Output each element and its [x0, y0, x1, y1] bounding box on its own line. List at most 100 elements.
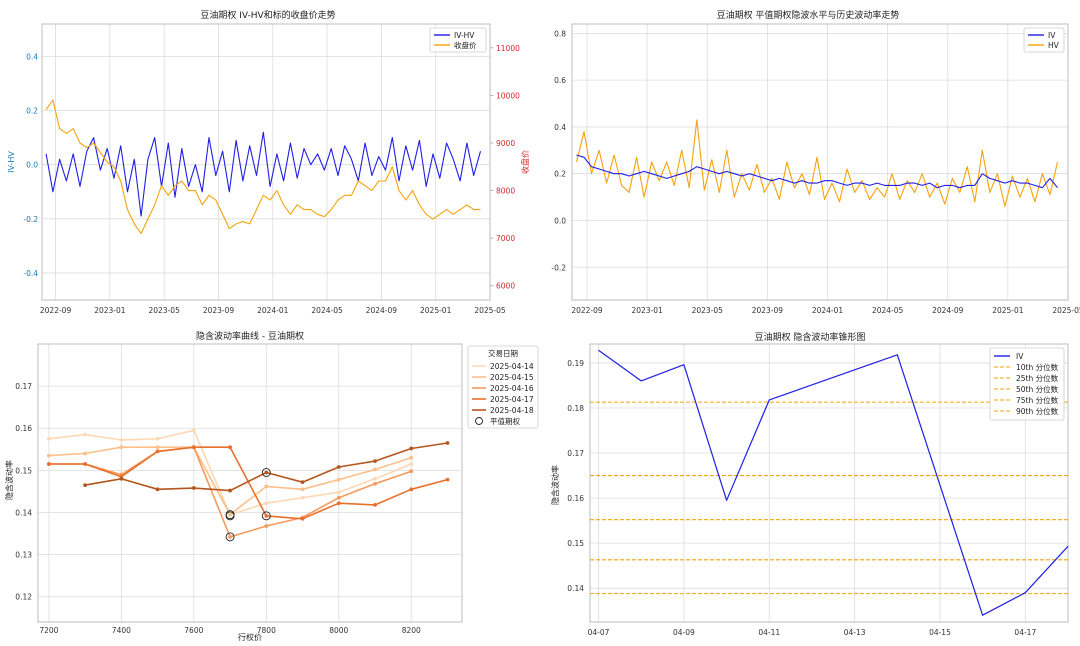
- chart4-legend: [989, 347, 1065, 421]
- chart-iv-hv: 豆油期权 平值期权隐波水平与历史波动率走势 2022-09 2023-01 2023…: [551, 9, 1080, 315]
- chart4-line-iv: [598, 349, 1069, 616]
- chart4-ytick: 0.15: [567, 539, 584, 548]
- chart3-ytick: 0.13: [15, 551, 32, 560]
- chart2-legend: [1023, 27, 1065, 53]
- chart4-legend-percentile: 50th 分位数: [1016, 384, 1059, 394]
- chart4-ytick: 0.19: [567, 359, 584, 368]
- chart4-ytick: 0.17: [567, 449, 584, 458]
- chart3-point: [46, 436, 51, 441]
- chart1-line-price: [45, 99, 481, 234]
- chart3-xtick: 7400: [112, 626, 131, 635]
- chart1-xtick: 2024-01: [257, 306, 289, 315]
- chart4-xtick: 04-11: [758, 628, 780, 637]
- chart3-point: [83, 462, 88, 466]
- chart1-ytick: 0.2: [26, 107, 38, 116]
- chart3-point: [155, 445, 160, 450]
- chart4-ytick: 0.16: [567, 494, 584, 503]
- chart3-point: [264, 524, 269, 528]
- chart3-point: [336, 501, 341, 506]
- chart3-atm-marker: [225, 532, 235, 542]
- chart3-point: [228, 512, 232, 517]
- chart3-point: [336, 465, 341, 469]
- chart2-ytick: 0.4: [554, 123, 566, 132]
- chart-iv-cone: 豆油期权 隐含波动率锥形图 隐含波动率 04-07 04-09 04-11 04-13…: [550, 331, 1069, 637]
- chart3-legend-item: 2025-04-16: [490, 384, 534, 393]
- chart3-point: [228, 488, 232, 493]
- chart3-point: [119, 438, 124, 442]
- chart2-ytick: 0.0: [554, 216, 566, 225]
- chart3-legend-atm: 平值期权: [490, 416, 520, 426]
- chart3-ytick: 0.14: [15, 508, 32, 517]
- chart1-ytick: 0.0: [26, 161, 38, 170]
- chart1-y2tick: 9000: [496, 139, 515, 148]
- chart3-title: 隐含波动率曲线 - 豆油期权: [196, 330, 304, 342]
- chart3-point: [155, 436, 160, 441]
- chart1-ytick: 0.4: [26, 52, 38, 61]
- chart1-ytick: -0.2: [23, 215, 38, 224]
- chart3-point: [409, 446, 414, 451]
- chart2-frame: [571, 23, 1069, 301]
- chart2-xtick: 2023-09: [752, 306, 784, 315]
- chart4-legend-percentile: 75th 分位数: [1016, 395, 1059, 405]
- chart3-legend-item: 2025-04-17: [490, 395, 534, 404]
- chart3-ylabel: 隐含波动率: [4, 460, 14, 500]
- chart3-point: [409, 487, 414, 492]
- chart3-point: [264, 501, 269, 506]
- chart3-legend-item: 2025-04-18: [490, 406, 534, 415]
- chart1-legend-ivhv: IV-HV: [454, 31, 475, 40]
- chart3-point: [264, 470, 269, 475]
- chart1-y2label: 收盘价: [520, 150, 530, 174]
- chart2-xtick: 2024-09: [932, 306, 964, 315]
- chart1-ytick: -0.4: [23, 269, 38, 278]
- chart4-ylabel: 隐含波动率: [550, 465, 560, 505]
- chart3-point: [336, 490, 341, 495]
- chart3-point: [155, 487, 160, 492]
- chart1-xtick: 2024-05: [311, 306, 343, 315]
- chart4-legend-percentile: 90th 分位数: [1016, 406, 1059, 416]
- chart3-point: [373, 481, 377, 486]
- chart1-xtick: 2025-05: [474, 306, 506, 315]
- chart2-line-hv: [575, 119, 1059, 207]
- chart1-xtick: 2023-01: [94, 306, 126, 315]
- chart3-point: [264, 484, 269, 489]
- chart2-xtick: 2025-01: [992, 306, 1024, 315]
- chart3-xtick: 7800: [257, 626, 276, 635]
- chart4-frame: [589, 343, 1069, 623]
- chart3-point: [409, 469, 414, 474]
- chart1-legend: [429, 27, 487, 53]
- chart1-y2tick: 6000: [496, 282, 515, 291]
- chart3-point: [300, 487, 305, 492]
- chart3-frame: [37, 343, 463, 623]
- chart1-xtick: 2023-09: [203, 306, 235, 315]
- chart4-legend-percentile: 25th 分位数: [1016, 373, 1059, 383]
- chart3-ytick: 0.16: [15, 424, 32, 433]
- chart3-legend-title: 交易日期: [488, 348, 518, 358]
- chart3-xtick: 7200: [39, 626, 58, 635]
- chart-ivhv-price: 豆油期权 IV-HV和标的收盘价走势 IV-HV 收盘价 2022-09 2023…: [7, 9, 530, 315]
- chart3-legend-item: 2025-04-14: [490, 362, 534, 371]
- chart2-xtick: 2022-09: [571, 306, 603, 315]
- chart3-xtick: 7600: [184, 626, 203, 635]
- chart3-ytick: 0.12: [15, 593, 32, 602]
- chart4-title: 豆油期权 隐含波动率锥形图: [755, 331, 866, 343]
- chart1-y2tick: 10000: [496, 91, 520, 100]
- chart2-ytick: 0.2: [554, 170, 566, 179]
- chart1-line-ivhv: [45, 131, 482, 217]
- chart3-point: [83, 451, 88, 456]
- chart3-point: [300, 516, 305, 521]
- chart1-frame: [41, 23, 491, 301]
- chart1-xtick: 2025-01: [420, 306, 452, 315]
- chart1-ylabel: IV-HV: [7, 151, 16, 173]
- chart3-xtick: 8200: [402, 626, 421, 635]
- chart4-xtick: 04-09: [673, 628, 695, 637]
- chart3-point: [445, 477, 450, 482]
- chart3-ytick: 0.17: [15, 382, 32, 391]
- chart1-y2tick: 8000: [496, 187, 515, 196]
- chart2-xtick: 2024-01: [812, 306, 844, 315]
- chart2-ytick: 0.6: [554, 76, 566, 85]
- chart3-xtick: 8000: [329, 626, 348, 635]
- chart3-point: [264, 513, 269, 518]
- chart4-legend-iv: IV: [1016, 352, 1024, 361]
- chart3-point: [373, 459, 377, 463]
